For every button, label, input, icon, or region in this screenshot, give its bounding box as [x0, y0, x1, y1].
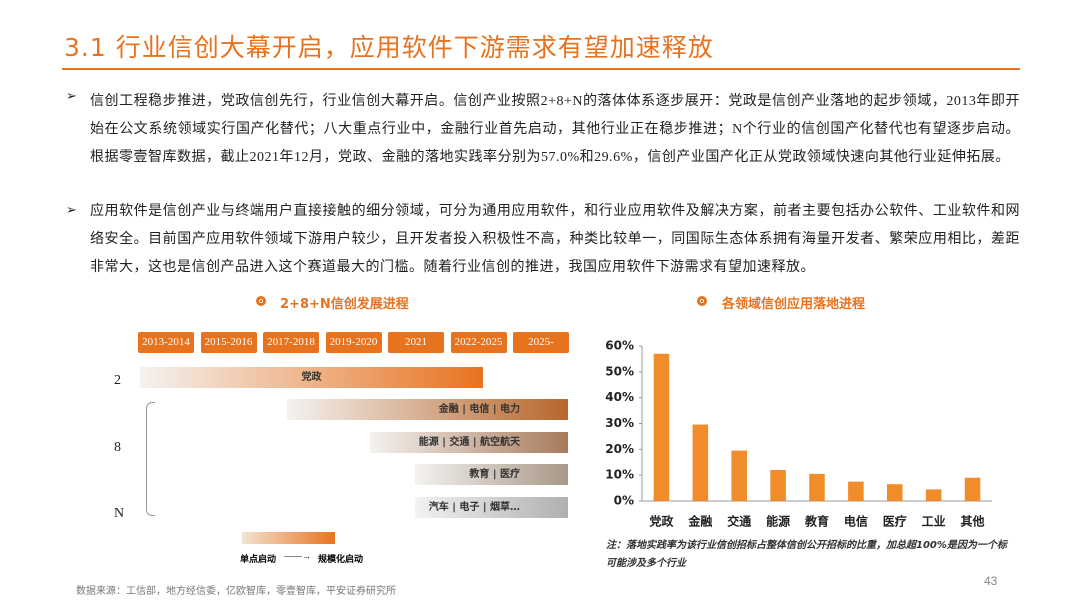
y-tick-label: 60% [605, 339, 634, 353]
track-bar: 金融 | 电信 | 电力 [287, 399, 568, 420]
y-tick-label: 30% [605, 416, 634, 430]
section-icon [256, 296, 266, 306]
legend-label: 单点启动 [240, 555, 277, 565]
period-label: 2021 [388, 332, 444, 353]
bar [964, 477, 981, 501]
x-tick-label: 工业 [922, 514, 946, 529]
y-tick-label: 40% [605, 390, 634, 404]
period-label: 2019-2020 [325, 332, 382, 353]
bar [653, 353, 670, 501]
y-tick-label: 10% [605, 468, 634, 482]
timeline-title: 2+8+N信创发展进程 [280, 297, 409, 312]
track-bar: 能源 | 交通 | 航空航天 [370, 432, 568, 453]
track-bar: 汽车 | 电子 | 烟草… [415, 497, 568, 518]
bar [848, 481, 864, 501]
legend-arrow: ——→ [284, 551, 311, 561]
bar [692, 424, 709, 501]
x-tick-label: 其他 [961, 514, 985, 529]
period-label: 2015-2016 [200, 332, 257, 353]
x-tick-label: 能源 [766, 514, 790, 529]
source: 数据来源：工信部，地方经信委，亿欧智库，零壹智库，平安证券研究所 [76, 586, 396, 597]
bracket [146, 402, 155, 516]
period-label: 2022-2025 [450, 332, 507, 353]
title-rule [62, 68, 1020, 70]
row-label: 8 [114, 440, 121, 455]
legend-label: 规模化启动 [318, 555, 364, 565]
track-bar: 教育 | 医疗 [415, 464, 568, 485]
bullet-text: 信创工程稳步推进，党政信创先行，行业信创大幕开启。信创产业按照2+8+N的落体体… [90, 94, 1020, 165]
legend-bar [242, 532, 335, 544]
row-label: N [114, 506, 125, 521]
y-tick-label: 0% [614, 494, 634, 508]
x-tick-label: 金融 [687, 514, 712, 529]
bullet-icon: ➢ [66, 202, 77, 217]
y-tick-label: 20% [605, 442, 634, 456]
x-tick-label: 党政 [649, 514, 674, 529]
track-bar: 党政 [140, 367, 483, 388]
bar [925, 489, 942, 501]
x-tick-label: 交通 [727, 514, 751, 529]
period-label: 2017-2018 [263, 332, 319, 353]
x-tick-label: 教育 [804, 514, 829, 529]
row-label: 2 [114, 373, 121, 388]
period-label: 2013-2014 [138, 332, 194, 353]
bullet-icon: ➢ [66, 88, 77, 103]
chart-title: 各领域信创应用落地进程 [722, 297, 866, 312]
bar [887, 484, 903, 501]
y-tick-label: 50% [605, 364, 634, 378]
bullet-text: 应用软件是信创产业与终端用户直接接触的细分领域，可分为通用应用软件，和行业应用软… [90, 204, 1020, 275]
page-number: 43 [984, 574, 998, 588]
chart-note: 注：落地实践率为该行业信创招标占整体信创公开招标的比重，加总超100%是因为一个… [606, 540, 1007, 569]
section-icon [697, 296, 707, 306]
bar [809, 473, 825, 501]
period-label: 2025- [513, 332, 569, 353]
slide-title: 3.1 行业信创大幕开启，应用软件下游需求有望加速释放 [64, 33, 714, 62]
bar [770, 470, 786, 501]
x-tick-label: 医疗 [883, 514, 907, 529]
x-tick-label: 电信 [844, 514, 868, 529]
bar [731, 450, 747, 501]
